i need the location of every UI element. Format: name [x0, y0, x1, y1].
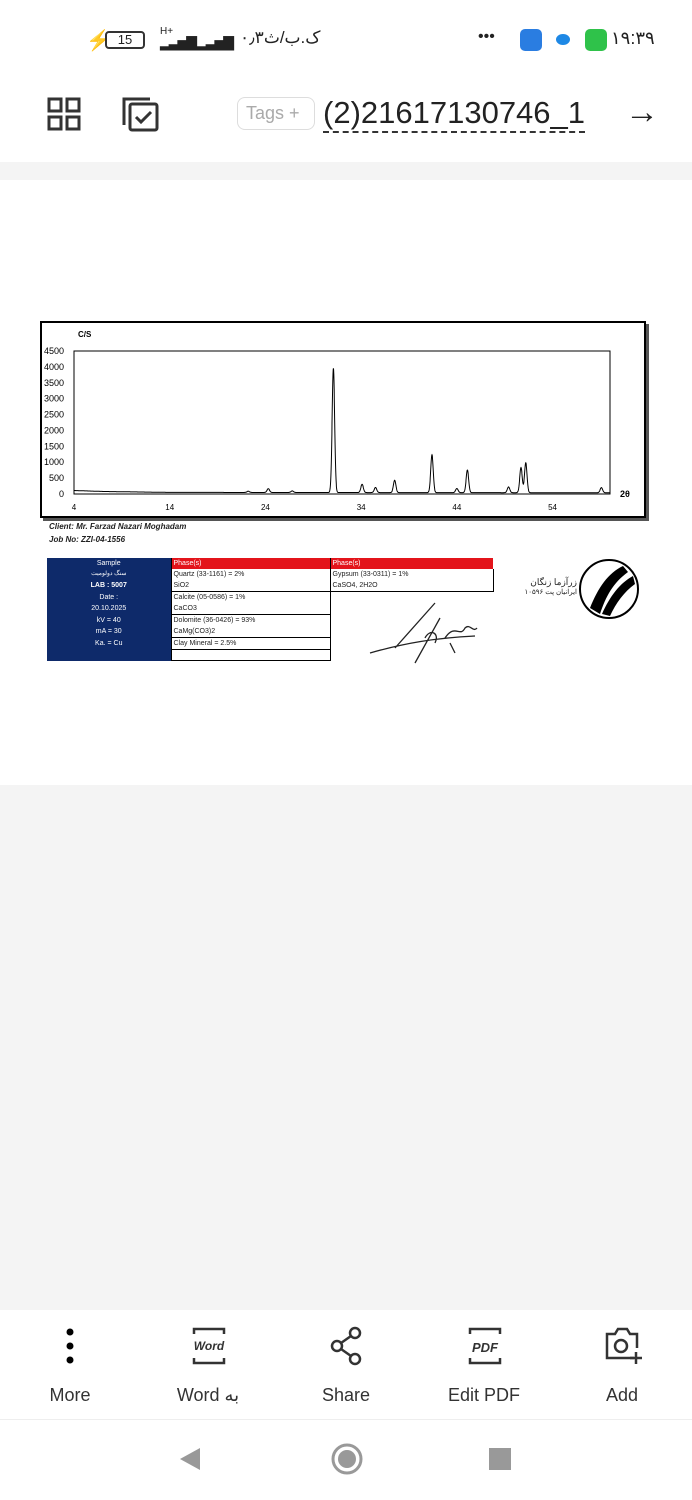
- data-speed: ۰٫۳ک.ب/ث: [240, 28, 321, 47]
- more-button[interactable]: More: [10, 1310, 130, 1415]
- status-bar: ⚡ 15 H+ ▂▃▅▇ ▂▃▅▇ ۰٫۳ک.ب/ث ••• ۱۹:۳۹: [0, 0, 692, 75]
- sample-cell: kV = 40: [47, 614, 171, 626]
- y-axis-label: C/S: [78, 330, 92, 339]
- x-tick-label: 44: [452, 503, 461, 512]
- sample-cell: 20.10.2025: [47, 603, 171, 615]
- select-icon[interactable]: [122, 95, 160, 133]
- share-button[interactable]: Share: [286, 1310, 406, 1415]
- svg-text:Word: Word: [194, 1339, 225, 1353]
- x-tick-label: 14: [165, 503, 174, 512]
- plot-area: [73, 350, 611, 495]
- phase-cell: Clay Mineral = 2.5%: [170, 637, 331, 650]
- sample-cell: Date :: [47, 591, 171, 603]
- edit-pdf-button[interactable]: PDF Edit PDF: [424, 1310, 544, 1415]
- y-tick-label: 500: [49, 473, 64, 483]
- table-row: LAB : 5007 SiO2 CaSO4, 2H2O: [47, 580, 494, 592]
- table-row: [47, 649, 493, 661]
- y-tick-label: 4000: [44, 362, 64, 372]
- tags-button[interactable]: Tags +: [237, 97, 315, 130]
- shareit-icon: [520, 29, 542, 51]
- table-row: 20.10.2025 CaCO3: [47, 603, 493, 615]
- recents-icon[interactable]: [489, 1448, 511, 1470]
- phase-cell: Dolomite (36-0426) = 93%: [170, 614, 331, 626]
- xrd-chart: 0 500 1000 1500 2000 2500 3000 3500 4000 4500 4 14 2…: [44, 330, 630, 512]
- word-icon: Word: [192, 1327, 226, 1365]
- y-tick-label: 2000: [44, 425, 64, 435]
- sample-cell: Ka. = Cu: [47, 637, 171, 650]
- header-sample: Sample: [47, 558, 171, 569]
- logo-line-2: ایرانیان پت ۱۰۵۹۶: [524, 589, 577, 596]
- add-page-button[interactable]: Add: [562, 1310, 682, 1415]
- y-tick-label: 3500: [44, 378, 64, 388]
- phase-cell: CaMg(CO3)2: [170, 626, 331, 638]
- y-tick-label: 1500: [44, 441, 64, 451]
- table-row: Date : Calcite (05-0586) = 1%: [47, 591, 493, 603]
- x-axis-label: 2θ: [620, 489, 630, 499]
- table-row: kV = 40 Dolomite (36-0426) = 93%: [47, 614, 493, 626]
- top-toolbar: Tags + (2)21617130746_1 →: [0, 75, 692, 162]
- pdf-icon: PDF: [468, 1327, 502, 1365]
- svg-text:PDF: PDF: [472, 1340, 499, 1355]
- y-tick-label: 4500: [44, 346, 64, 356]
- phase2-cell: Gypsum (33-0311) = 1%: [330, 569, 494, 580]
- table-row: Ka. = Cu Clay Mineral = 2.5%: [47, 637, 493, 650]
- job-number: Job No: ZZI-04-1556: [49, 535, 126, 544]
- x-tick-label: 4: [72, 503, 77, 512]
- forward-arrow-icon[interactable]: →: [625, 93, 659, 131]
- charging-icon: ⚡: [86, 30, 111, 52]
- more-notifications-icon: •••: [478, 28, 495, 45]
- company-logo-text: زرآزما زنگان ایرانیان پت ۱۰۵۹۶: [505, 577, 577, 596]
- battery-icon: 15: [105, 31, 145, 49]
- y-tick-label: 3000: [44, 394, 64, 404]
- header-phases: Phase(s): [170, 558, 331, 569]
- phase-cell: CaCO3: [170, 603, 331, 615]
- x-tick-label: 24: [261, 503, 270, 512]
- document-title[interactable]: (2)21617130746_1: [323, 95, 586, 133]
- sample-cell: mA = 30: [47, 626, 171, 638]
- x-tick-label: 54: [548, 503, 557, 512]
- phase-cell: Quartz (33-1161) = 2%: [170, 569, 331, 580]
- xrd-chart-frame: 0 500 1000 1500 2000 2500 3000 3500 4000 4500 4 14 2…: [40, 321, 646, 518]
- grid-view-icon[interactable]: [47, 97, 81, 131]
- logo-line-1: زرآزما زنگان: [530, 577, 577, 587]
- header-phases-2: Phase(s): [330, 558, 493, 569]
- message-icon: [556, 34, 570, 45]
- phase-cell: Calcite (05-0586) = 1%: [170, 591, 331, 603]
- xrd-pattern-line: [74, 368, 610, 494]
- company-logo: [579, 559, 639, 619]
- y-tick-label: 1000: [44, 457, 64, 467]
- navigation-bar: [0, 1420, 692, 1500]
- clock: ۱۹:۳۹: [611, 28, 655, 48]
- network-type: H+: [160, 26, 174, 37]
- phase-cell: [170, 649, 331, 661]
- add-camera-icon: [605, 1327, 642, 1364]
- document-page: 0 500 1000 1500 2000 2500 3000 3500 4000 4500 4 14 2…: [0, 180, 692, 785]
- signature: [369, 602, 478, 664]
- back-icon[interactable]: [178, 1446, 202, 1472]
- phase-cell: SiO2: [170, 580, 331, 592]
- whatsapp-icon: [585, 29, 607, 51]
- table-row: mA = 30 CaMg(CO3)2: [47, 626, 493, 638]
- table-row: سنگ دولومیت Quartz (33-1161) = 2% Gypsum (…: [47, 569, 494, 580]
- signal-icon: ▂▃▅▇ ▂▃▅▇: [160, 34, 234, 50]
- y-tick-label: 2500: [44, 410, 64, 420]
- client-name: Client: Mr. Farzad Nazari Moghadam: [49, 522, 187, 531]
- share-icon: [330, 1326, 362, 1366]
- y-tick-label: 0: [59, 489, 64, 499]
- phase2-cell: CaSO4, 2H2O: [330, 580, 494, 592]
- home-icon[interactable]: [330, 1442, 364, 1476]
- sample-cell: [47, 649, 171, 661]
- bottom-action-bar: More Word Word به Share PDF Edit PDF Add: [0, 1310, 692, 1420]
- sample-cell: LAB : 5007: [47, 580, 171, 592]
- more-vertical-icon: [66, 1328, 74, 1364]
- convert-to-word-button[interactable]: Word Word به: [148, 1310, 268, 1415]
- x-tick-label: 34: [357, 503, 366, 512]
- sample-cell: سنگ دولومیت: [47, 569, 171, 580]
- results-table: Sample Phase(s) Phase(s) سنگ دولومیت Quartz…: [47, 558, 494, 661]
